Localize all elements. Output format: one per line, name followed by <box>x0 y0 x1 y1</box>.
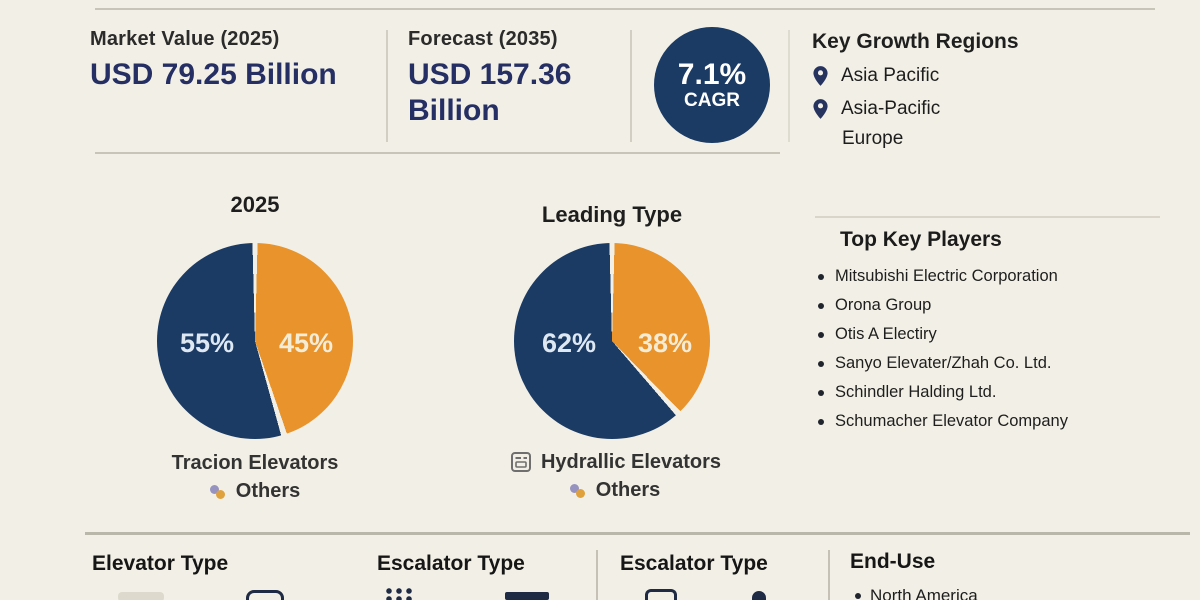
bullet-dot <box>818 303 824 309</box>
key-player-item: Otis A Electiry <box>818 320 1193 349</box>
enduse-item: North America <box>855 586 978 600</box>
bottom-divider-1 <box>596 550 598 600</box>
key-player-name: Mitsubishi Electric Corporation <box>835 267 1058 285</box>
key-player-item: Mitsubishi Electric Corporation <box>818 262 1193 291</box>
legend-dots-icon <box>569 483 588 498</box>
escalator-step-icon-partial <box>505 592 549 600</box>
bullet-dot <box>818 361 824 367</box>
players-top-divider <box>815 216 1160 218</box>
forecast-label: Forecast (2035) <box>408 28 558 50</box>
forecast-amount: USD 157.36 Billion <box>408 58 572 127</box>
pie2-title: Leading Type <box>541 202 683 227</box>
person-icon-partial <box>752 591 766 600</box>
header-bottom-divider <box>95 152 780 154</box>
key-player-item: Sanyo Elevater/Zhah Co. Ltd. <box>818 349 1193 378</box>
market-value-label: Market Value (2025) <box>90 28 280 50</box>
key-player-name: Orona Group <box>835 296 932 314</box>
pie-chart-2025: 55% 45% <box>157 243 353 439</box>
enduse-region-label: North America <box>870 586 978 600</box>
bottom-col1-title: Elevator Type <box>92 552 229 575</box>
header-divider-3 <box>788 30 790 142</box>
escalator-outline-icon-partial <box>645 589 677 600</box>
pie2-legend-label-1: Hydrallic Elevators <box>540 450 722 473</box>
key-player-name: Schindler Halding Ltd. <box>835 383 997 401</box>
bullet-dot <box>818 274 824 280</box>
cagr-badge: 7.1% CAGR <box>654 27 770 143</box>
pie1-title: 2025 <box>230 192 280 217</box>
pie1-legend-label-2: Others <box>235 480 301 502</box>
pie1-legend-row-2: Others <box>130 480 380 503</box>
bullet-dot <box>855 593 861 599</box>
market-value-amount: USD 79.25 Billion <box>90 58 337 91</box>
pie1-legend-label-1: Tracion Elevators <box>171 452 339 474</box>
pie1-legend: Tracion Elevators Others <box>130 452 380 503</box>
forecast-block: Forecast (2035) USD 157.36 Billion <box>408 28 608 129</box>
header-divider-2 <box>630 30 632 142</box>
key-player-item: Schumacher Elevator Company <box>818 407 1193 436</box>
key-growth-regions: Key Growth Regions Asia Pacific Asia-Pac… <box>812 30 1192 150</box>
bottom-divider <box>85 532 1190 535</box>
legend-dots-icon <box>209 484 228 499</box>
bottom-col3-title: Escalator Type <box>620 552 768 575</box>
cagr-value: 7.1% <box>677 57 747 91</box>
market-value-block: Market Value (2025) USD 79.25 Billion <box>90 28 380 93</box>
pie1-orange-percent: 45% <box>279 328 334 358</box>
pie2-legend-row-2: Others <box>470 479 760 502</box>
key-players-list: Mitsubishi Electric Corporation Orona Gr… <box>818 262 1193 436</box>
bullet-dot <box>818 419 824 425</box>
region-label: Asia-Pacific <box>841 98 941 119</box>
region-label-line2: Europe <box>842 128 904 149</box>
key-player-name: Schumacher Elevator Company <box>835 412 1068 430</box>
players-title: Top Key Players <box>840 228 1002 251</box>
cagr-label: CAGR <box>684 89 740 111</box>
bottom-col4-title: End-Use <box>850 550 936 573</box>
region-item: Asia-Pacific <box>812 98 1192 120</box>
pie-chart-leading-type: 62% 38% <box>514 243 710 439</box>
bottom-col2-title: Escalator Type <box>377 552 525 575</box>
region-label: Asia Pacific <box>841 65 940 86</box>
location-pin-icon <box>813 99 828 119</box>
pie2-legend-label-2: Others <box>595 479 661 501</box>
header-divider-1 <box>386 30 388 142</box>
bullet-dot <box>818 332 824 338</box>
regions-title: Key Growth Regions <box>812 30 1019 53</box>
key-player-item: Schindler Halding Ltd. <box>818 378 1193 407</box>
key-player-item: Orona Group <box>818 291 1193 320</box>
elevator-icon-partial <box>118 592 164 600</box>
pie1-navy-percent: 55% <box>180 328 235 358</box>
key-player-name: Sanyo Elevater/Zhah Co. Ltd. <box>835 354 1052 372</box>
elevator-panel-icon <box>510 452 531 472</box>
top-divider <box>95 8 1155 10</box>
pie2-legend: Hydrallic Elevators Others <box>470 450 760 502</box>
elevator-cab-icon-partial <box>246 590 284 600</box>
region-item: Asia Pacific <box>812 65 1192 87</box>
location-pin-icon <box>813 66 828 86</box>
bullet-dot <box>818 390 824 396</box>
pie2-orange-percent: 38% <box>638 328 693 358</box>
bottom-divider-2 <box>828 550 830 600</box>
escalator-dots-icon-partial <box>386 588 412 600</box>
pie2-navy-percent: 62% <box>542 328 597 358</box>
key-player-name: Otis A Electiry <box>835 325 937 343</box>
pie2-legend-row-1: Hydrallic Elevators <box>470 450 760 474</box>
top-key-players: Top Key Players Mitsubishi Electric Corp… <box>818 228 1193 436</box>
